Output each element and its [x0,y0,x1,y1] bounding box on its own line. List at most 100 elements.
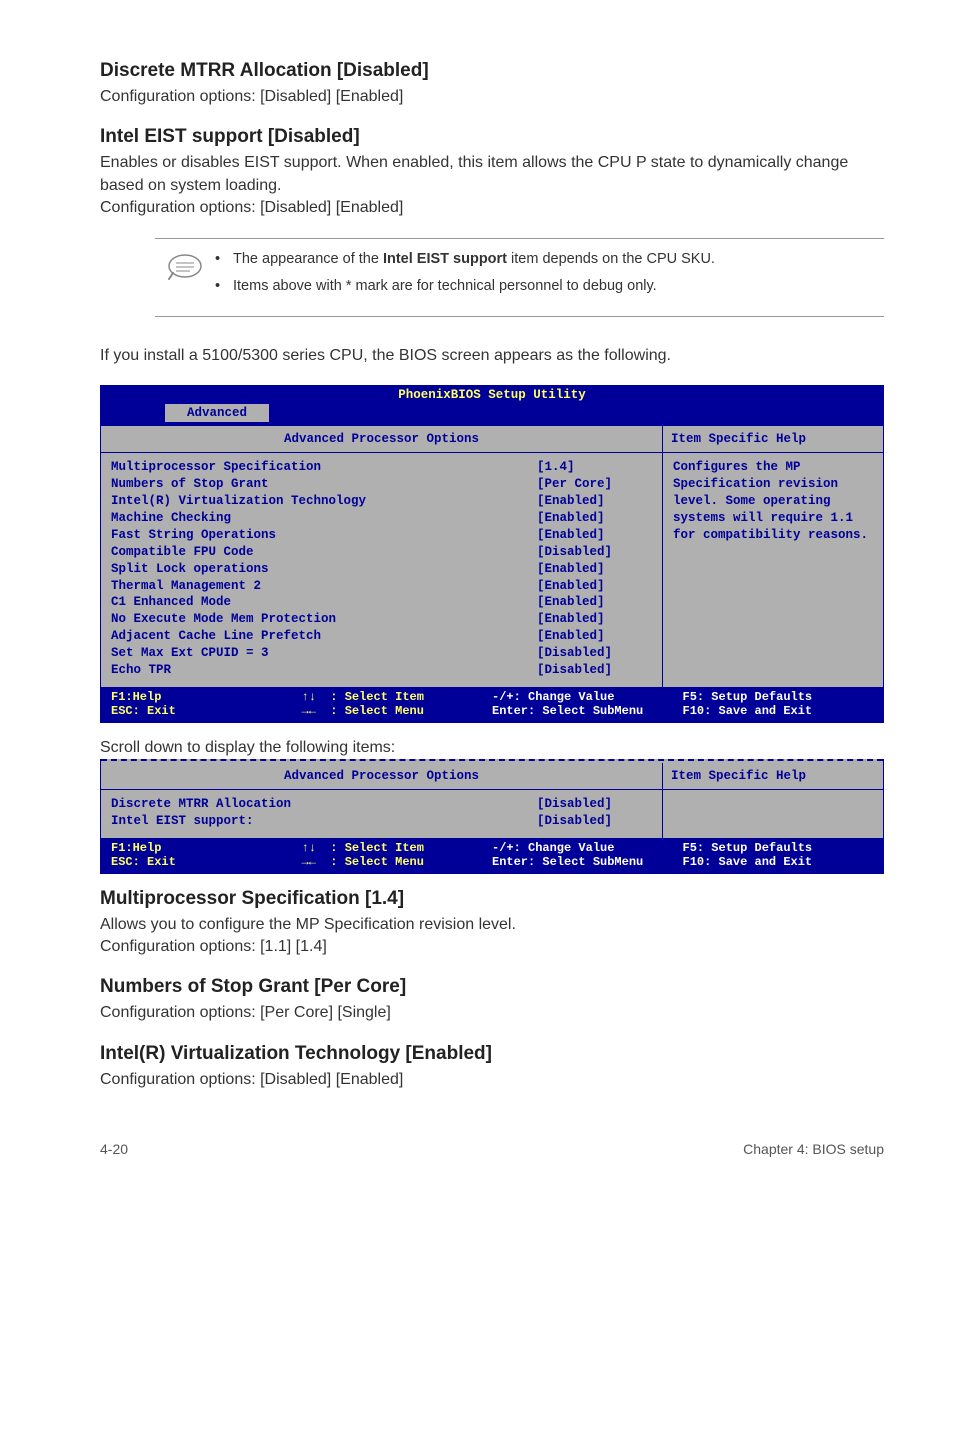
foot2-change-val: -/+: Change Value [492,841,614,855]
bios-option-value: [Enabled] [537,628,652,645]
bios-option-label: C1 Enhanced Mode [111,594,537,611]
bios-option-value: [Disabled] [537,544,652,561]
bios-screen-scroll: Advanced Processor Options Discrete MTRR… [100,759,884,874]
foot2-esc: ESC: Exit [111,855,176,869]
text-intel-vt-body: Configuration options: [Disabled] [Enabl… [100,1069,884,1091]
bios-option-label: Intel EIST support: [111,813,537,830]
bios-option-value: [Enabled] [537,510,652,527]
bios-option-label: Intel(R) Virtualization Technology [111,493,537,510]
foot2-select-sub: Enter: Select SubMenu [492,855,643,869]
heading-stop-grant: Numbers of Stop Grant [Per Core] [100,976,884,998]
bios-option-row[interactable]: C1 Enhanced Mode[Enabled] [111,594,652,611]
note-item-1c: item depends on the CPU SKU. [507,251,715,267]
bios-option-value: [Disabled] [537,813,652,830]
heading-intel-vt: Intel(R) Virtualization Technology [Enab… [100,1043,884,1065]
bios-option-value: [Disabled] [537,645,652,662]
page-footer: 4-20 Chapter 4: BIOS setup [100,1141,884,1157]
bios-option-value: [Enabled] [537,493,652,510]
bios-screen-main: PhoenixBIOS Setup Utility Advanced Advan… [100,385,884,722]
note-block: The appearance of the Intel EIST support… [155,238,884,318]
bios-option-label: Split Lock operations [111,561,537,578]
bios-tab-advanced[interactable]: Advanced [165,404,269,422]
heading-discrete-mtrr: Discrete MTRR Allocation [Disabled] [100,60,884,82]
bios-rows: Multiprocessor Specification[1.4]Numbers… [101,453,662,686]
bios-option-row[interactable]: Echo TPR[Disabled] [111,662,652,679]
bios-option-row[interactable]: Fast String Operations[Enabled] [111,527,652,544]
bios-option-value: [Enabled] [537,578,652,595]
bios-option-row[interactable]: Multiprocessor Specification[1.4] [111,459,652,476]
bios-option-label: Numbers of Stop Grant [111,476,537,493]
text-multiproc-body1: Allows you to configure the MP Specifica… [100,914,884,936]
bios-option-label: Machine Checking [111,510,537,527]
bios-option-label: No Execute Mode Mem Protection [111,611,537,628]
bios-option-label: Compatible FPU Code [111,544,537,561]
bios2-footer: F1:HelpESC: Exit ↑↓ : Select Item→← : Se… [101,838,883,873]
foot2-f1help: F1:Help [111,841,161,855]
text-scroll-caption: Scroll down to display the following ite… [100,739,884,757]
bios-option-value: [Disabled] [537,796,652,813]
foot2-f5: F5: Setup Defaults [683,841,813,855]
bios-option-label: Multiprocessor Specification [111,459,537,476]
text-discrete-mtrr-body: Configuration options: [Disabled] [Enabl… [100,86,884,108]
bios-option-label: Adjacent Cache Line Prefetch [111,628,537,645]
bios-title: PhoenixBIOS Setup Utility [101,386,883,404]
foot2-select-menu: →← : Select Menu [302,855,424,869]
bios-tabs: Advanced [101,404,883,426]
bios-option-value: [Enabled] [537,594,652,611]
foot-f5: F5: Setup Defaults [683,690,813,704]
bios-option-row[interactable]: Compatible FPU Code[Disabled] [111,544,652,561]
bios-help-body: Configures the MP Specification revision… [663,453,883,549]
note-list: The appearance of the Intel EIST support… [215,249,876,305]
foot2-select-item: ↑↓ : Select Item [302,841,424,855]
bios-option-label: Discrete MTRR Allocation [111,796,537,813]
page-number: 4-20 [100,1141,128,1157]
bios-option-row[interactable]: Discrete MTRR Allocation[Disabled] [111,796,652,813]
bios-footer: F1:HelpESC: Exit ↑↓ : Select Item→← : Se… [101,687,883,722]
bios-option-value: [Enabled] [537,561,652,578]
bios-option-value: [Enabled] [537,611,652,628]
foot-select-item: ↑↓ : Select Item [302,690,424,704]
text-intro-5100: If you install a 5100/5300 series CPU, t… [100,345,884,367]
bios-option-row[interactable]: Split Lock operations[Enabled] [111,561,652,578]
foot-f10: F10: Save and Exit [683,704,813,718]
foot-f1help: F1:Help [111,690,161,704]
foot-select-sub: Enter: Select SubMenu [492,704,643,718]
bios-left-header: Advanced Processor Options [101,426,662,453]
bios2-help-body [663,790,883,802]
bios-option-row[interactable]: Intel EIST support:[Disabled] [111,813,652,830]
bios-option-row[interactable]: Intel(R) Virtualization Technology[Enabl… [111,493,652,510]
bios-option-value: [Disabled] [537,662,652,679]
bios-option-label: Set Max Ext CPUID = 3 [111,645,537,662]
note-icon [155,249,215,283]
bios-option-row[interactable]: No Execute Mode Mem Protection[Enabled] [111,611,652,628]
bios-option-row[interactable]: Numbers of Stop Grant[Per Core] [111,476,652,493]
bios-option-row[interactable]: Adjacent Cache Line Prefetch[Enabled] [111,628,652,645]
foot-change-val: -/+: Change Value [492,690,614,704]
bios-option-label: Echo TPR [111,662,537,679]
foot-esc: ESC: Exit [111,704,176,718]
bios2-help-header: Item Specific Help [663,763,883,790]
text-stop-grant-body: Configuration options: [Per Core] [Singl… [100,1002,884,1024]
bios-option-value: [1.4] [537,459,652,476]
bios-option-row[interactable]: Set Max Ext CPUID = 3[Disabled] [111,645,652,662]
note-item-2: Items above with * mark are for technica… [215,276,876,298]
bios2-rows: Discrete MTRR Allocation[Disabled]Intel … [101,790,662,838]
bios-option-label: Thermal Management 2 [111,578,537,595]
heading-multiproc-spec: Multiprocessor Specification [1.4] [100,888,884,910]
bios-option-label: Fast String Operations [111,527,537,544]
note-item-1a: The appearance of the [233,251,383,267]
note-item-1: The appearance of the Intel EIST support… [215,249,876,271]
bios-help-header: Item Specific Help [663,426,883,453]
bios2-left-header: Advanced Processor Options [101,763,662,790]
chapter-label: Chapter 4: BIOS setup [743,1141,884,1157]
foot-select-menu: →← : Select Menu [302,704,424,718]
bios-option-row[interactable]: Thermal Management 2[Enabled] [111,578,652,595]
text-intel-eist-body2: Configuration options: [Disabled] [Enabl… [100,197,884,219]
note-item-1b: Intel EIST support [383,251,507,267]
bios-option-value: [Enabled] [537,527,652,544]
text-multiproc-body2: Configuration options: [1.1] [1.4] [100,936,884,958]
bios-option-value: [Per Core] [537,476,652,493]
bios-option-row[interactable]: Machine Checking[Enabled] [111,510,652,527]
foot2-f10: F10: Save and Exit [683,855,813,869]
text-intel-eist-body1: Enables or disables EIST support. When e… [100,152,884,197]
